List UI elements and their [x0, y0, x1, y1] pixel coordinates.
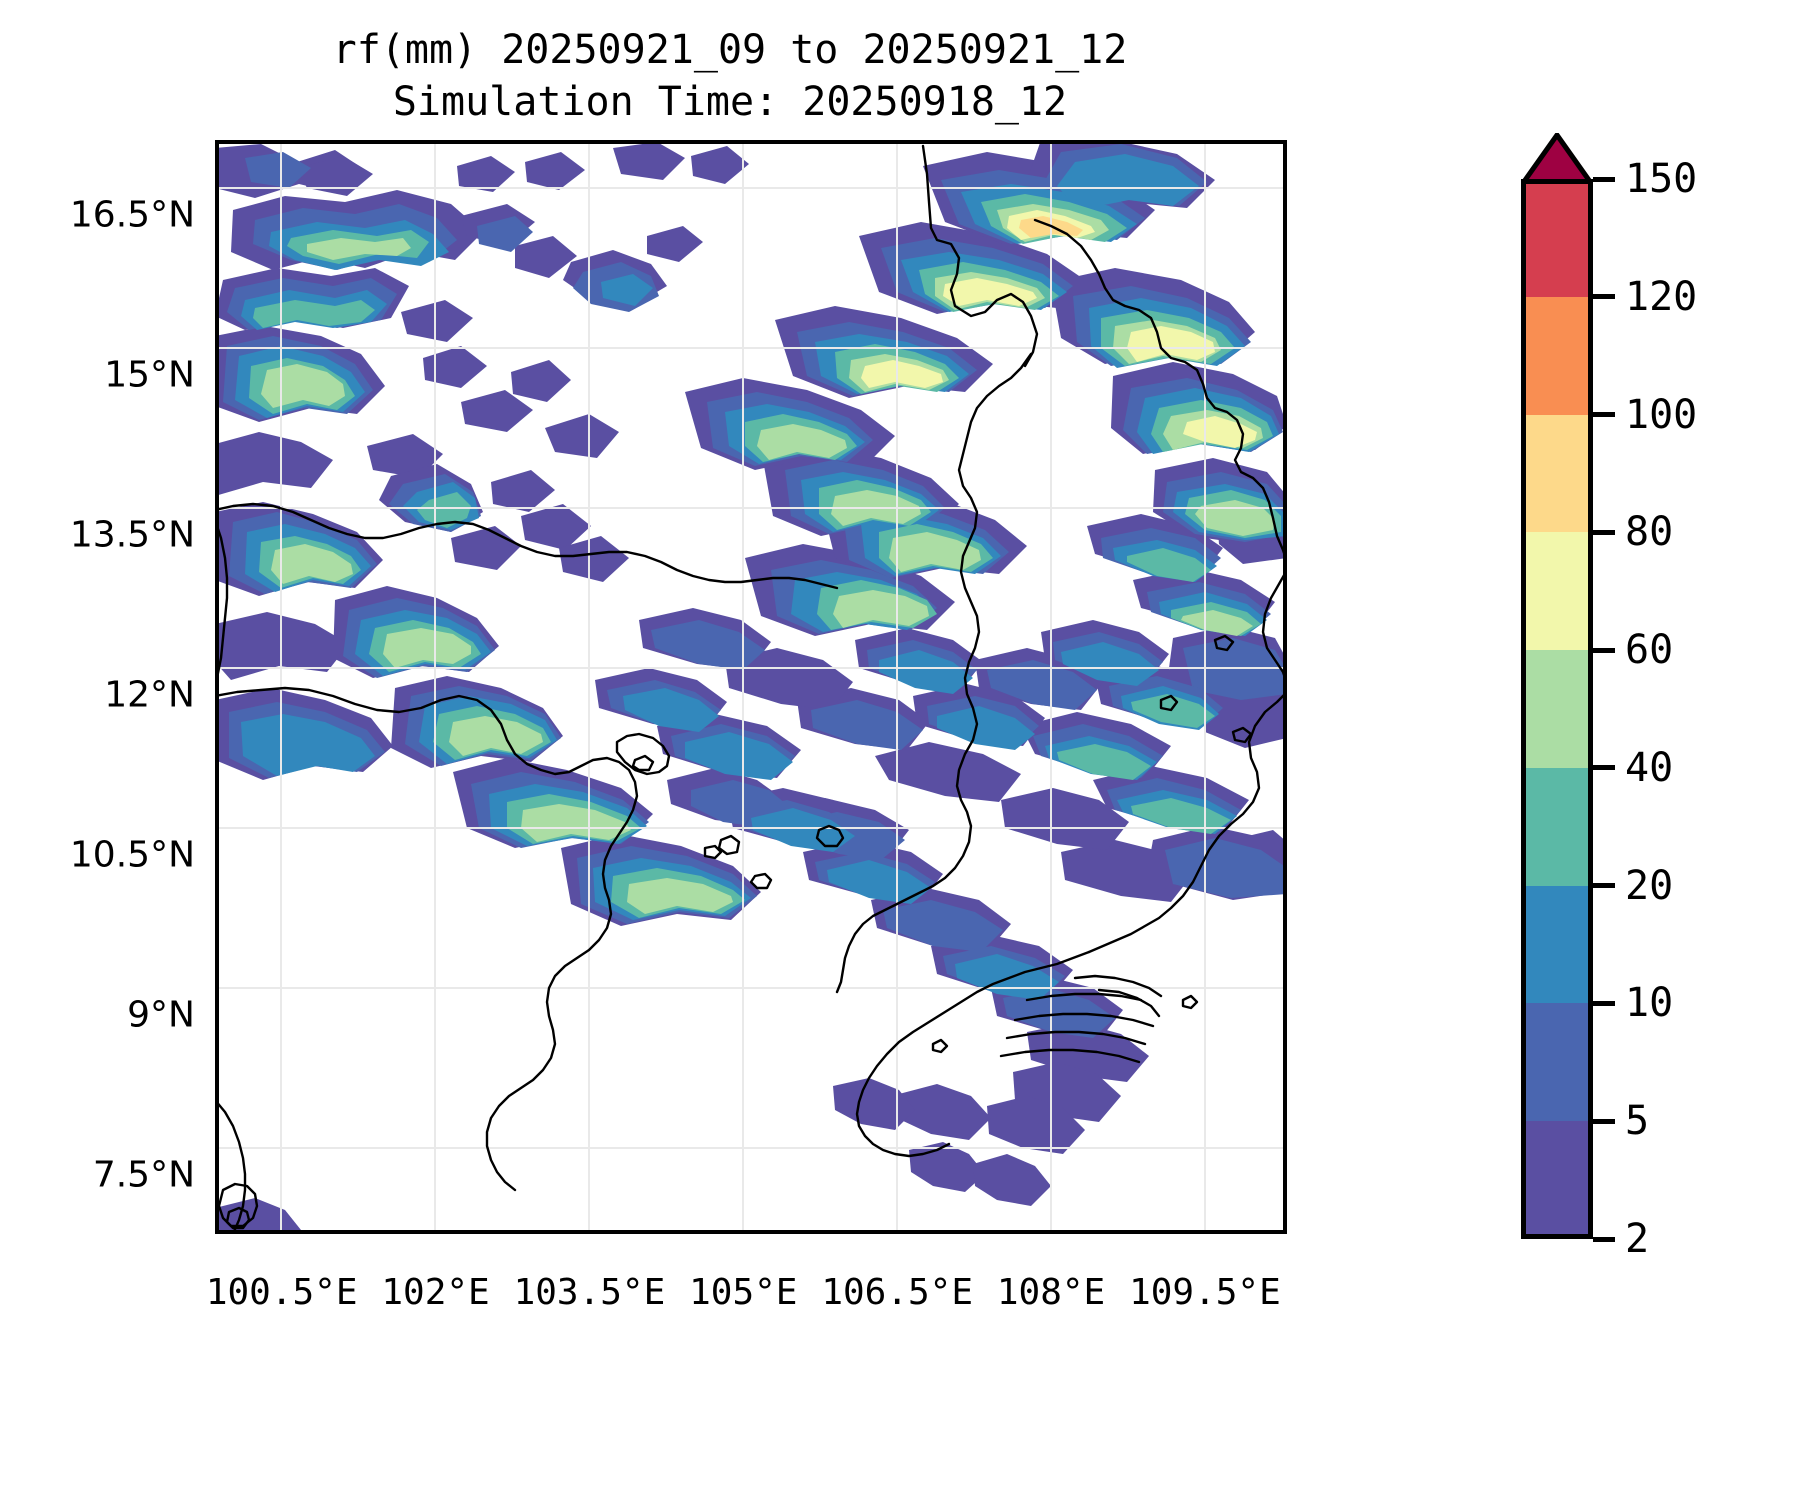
figure-title: rf(mm) 20250921_09 to 20250921_12 Simula… — [0, 24, 1460, 128]
colorbar-extend-arrow — [1521, 133, 1593, 185]
title-line-primary: rf(mm) 20250921_09 to 20250921_12 — [332, 27, 1128, 73]
colorbar-band-2-5 — [1521, 1121, 1593, 1239]
colorbar[interactable]: 2 5 10 20 40 60 80 100 120 150 — [1521, 133, 1761, 1262]
colorbar-band-5-10 — [1521, 1003, 1593, 1122]
map-plot-area[interactable] — [215, 140, 1287, 1234]
colorbar-tick-label-120: 120 — [1625, 273, 1698, 320]
colorbar-tick-150 — [1593, 176, 1615, 182]
y-tick-label-4: 10.5°N — [69, 834, 195, 876]
y-tick-label-3: 12°N — [104, 674, 195, 716]
graticule — [215, 140, 1287, 1234]
x-tick-label-6: 109.5°E — [1129, 1272, 1281, 1313]
colorbar-gradient — [1521, 179, 1593, 1239]
colorbar-tick-label-10: 10 — [1625, 980, 1674, 1027]
colorbar-tick-label-80: 80 — [1625, 509, 1674, 556]
colorbar-band-20-40 — [1521, 767, 1593, 886]
y-tick-label-1: 15°N — [104, 354, 195, 396]
colorbar-tick-2 — [1593, 1236, 1615, 1242]
y-tick-label-6: 7.5°N — [92, 1154, 195, 1196]
colorbar-tick-label-150: 150 — [1625, 156, 1698, 202]
x-tick-label-4: 106.5°E — [821, 1272, 974, 1313]
colorbar-band-40-60 — [1521, 650, 1593, 768]
y-tick-label-5: 9°N — [127, 994, 195, 1036]
x-tick-label-0: 100.5°E — [205, 1272, 358, 1313]
title-line-secondary: Simulation Time: 20250918_12 — [392, 79, 1068, 125]
colorbar-tick-label-40: 40 — [1625, 744, 1674, 791]
colorbar-tick-label-5: 5 — [1625, 1098, 1650, 1145]
colorbar-tick-100 — [1593, 412, 1615, 418]
x-tick-label-1: 102°E — [381, 1272, 490, 1313]
colorbar-tick-20 — [1593, 883, 1615, 889]
colorbar-tick-label-100: 100 — [1625, 391, 1698, 438]
colorbar-tick-10 — [1593, 1000, 1615, 1006]
colorbar-tick-5 — [1593, 1118, 1615, 1124]
colorbar-tick-60 — [1593, 647, 1615, 653]
colorbar-band-60-80 — [1521, 532, 1593, 651]
colorbar-tick-40 — [1593, 765, 1615, 771]
colorbar-tick-label-20: 20 — [1625, 862, 1674, 909]
x-tick-label-3: 105°E — [689, 1272, 798, 1313]
colorbar-band-120-150 — [1521, 179, 1593, 297]
colorbar-tick-120 — [1593, 294, 1615, 300]
colorbar-tick-80 — [1593, 529, 1615, 535]
x-tick-label-5: 108°E — [996, 1272, 1106, 1313]
colorbar-band-10-20 — [1521, 885, 1593, 1004]
y-tick-label-2: 13.5°N — [69, 514, 195, 556]
colorbar-tick-label-2: 2 — [1625, 1216, 1650, 1262]
rainfall-contour-svg — [215, 140, 1287, 1234]
colorbar-band-80-100 — [1521, 414, 1593, 533]
coastlines — [215, 144, 1287, 1234]
x-tick-label-2: 103.5°E — [513, 1272, 666, 1313]
colorbar-tick-label-60: 60 — [1625, 627, 1674, 674]
map-canvas — [215, 140, 1287, 1234]
y-tick-label-0: 16.5°N — [69, 194, 195, 236]
colorbar-band-100-120 — [1521, 296, 1593, 415]
